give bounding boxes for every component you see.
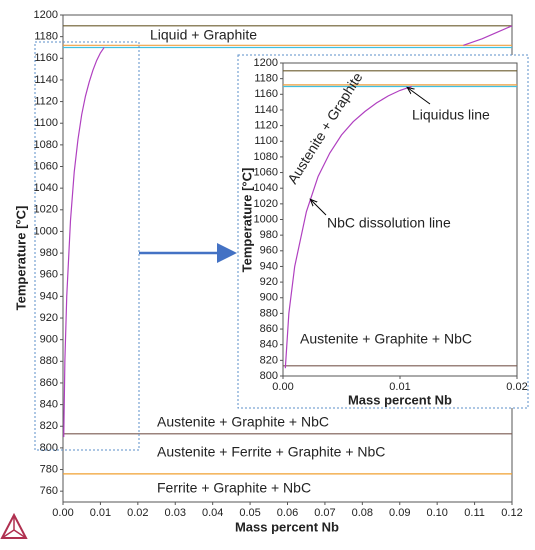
- annotation: Austenite + Graphite + NbC: [157, 414, 329, 430]
- y-tick-label: 840: [40, 399, 58, 411]
- y-tick-label: 1180: [254, 73, 278, 85]
- y-tick-label: 1060: [254, 166, 278, 178]
- y-tick-label: 1040: [254, 182, 278, 194]
- y-tick-label: 920: [40, 312, 58, 324]
- y-tick-label: 860: [260, 323, 278, 335]
- annotation-arrow: [311, 200, 327, 216]
- annotation: NbC dissolution line: [327, 215, 451, 231]
- y-tick-label: 880: [260, 307, 278, 319]
- y-tick-label: 860: [40, 377, 58, 389]
- annotation: Austenite + Ferrite + Graphite + NbC: [157, 444, 385, 460]
- x-tick-label: 0.09: [389, 507, 410, 519]
- y-tick-label: 1000: [254, 213, 278, 225]
- y-tick-label: 1200: [34, 9, 58, 21]
- y-tick-label: 1200: [254, 57, 278, 69]
- y-tick-label: 880: [40, 355, 58, 367]
- y-tick-label: 1100: [254, 135, 278, 147]
- y-tick-label: 900: [260, 292, 278, 304]
- y-tick-label: 1020: [254, 198, 278, 210]
- y-tick-label: 1000: [34, 225, 58, 237]
- y-tick-label: 1160: [34, 52, 58, 64]
- annotation: Liquidus line: [412, 107, 490, 123]
- y-tick-label: 800: [40, 442, 58, 454]
- y-tick-label: 1180: [34, 31, 58, 43]
- annotation: Ferrite + Graphite + NbC: [157, 480, 311, 496]
- y-tick-label: 780: [40, 463, 58, 475]
- plot-area: [282, 62, 518, 377]
- x-axis-label: Mass percent Nb: [348, 392, 452, 407]
- x-tick-label: 0.03: [165, 507, 186, 519]
- y-tick-label: 1120: [254, 120, 278, 132]
- y-tick-label: 840: [260, 339, 278, 351]
- y-tick-label: 1080: [34, 139, 58, 151]
- y-tick-label: 960: [260, 245, 278, 257]
- y-tick-label: 1020: [34, 204, 58, 216]
- x-tick-label: 0.02: [127, 507, 148, 519]
- x-tick-label: 0.02: [506, 381, 527, 393]
- x-tick-label: 0.05: [239, 507, 260, 519]
- y-tick-label: 820: [260, 354, 278, 366]
- x-tick-label: 0.00: [52, 507, 73, 519]
- inset-chart: 800 820 840 860 880 900 920 940 960 980 1000 1020 10…: [239, 57, 527, 408]
- y-tick-label: 1080: [254, 151, 278, 163]
- annotation: Liquid + Graphite: [150, 27, 257, 43]
- x-tick-label: 0.06: [277, 507, 298, 519]
- y-tick-label: 1040: [34, 182, 58, 194]
- y-tick-label: 980: [40, 247, 58, 259]
- series-line: [284, 85, 412, 369]
- zoom-region: [34, 41, 140, 451]
- y-tick-label: 940: [260, 260, 278, 272]
- y-tick-label: 800: [260, 370, 278, 382]
- y-tick-label: 980: [260, 229, 278, 241]
- x-tick-label: 0.00: [272, 381, 293, 393]
- x-tick-label: 0.12: [501, 507, 522, 519]
- y-axis-label: Temperature [°C]: [13, 206, 28, 311]
- x-tick-label: 0.04: [202, 507, 223, 519]
- x-tick-label: 0.10: [426, 507, 447, 519]
- y-tick-label: 900: [40, 334, 58, 346]
- y-tick-label: 960: [40, 269, 58, 281]
- x-tick-label: 0.08: [352, 507, 373, 519]
- y-tick-label: 940: [40, 290, 58, 302]
- annotation-arrow: [408, 88, 431, 105]
- x-tick-label: 0.01: [389, 381, 410, 393]
- x-tick-label: 0.07: [314, 507, 335, 519]
- y-tick-label: 1140: [34, 74, 58, 86]
- series-line: [463, 25, 513, 46]
- x-tick-label: 0.01: [90, 507, 111, 519]
- logo: [0, 512, 28, 539]
- annotation: Austenite + Graphite + NbC: [300, 331, 472, 347]
- y-tick-label: 1100: [34, 117, 58, 129]
- x-tick-label: 0.11: [464, 507, 485, 519]
- y-tick-label: 820: [40, 420, 58, 432]
- y-tick-label: 920: [260, 276, 278, 288]
- y-tick-label: 1060: [34, 160, 58, 172]
- x-axis-label: Mass percent Nb: [235, 519, 339, 534]
- y-tick-label: 1120: [34, 95, 58, 107]
- y-tick-label: 1140: [254, 104, 278, 116]
- series-line: [63, 47, 105, 438]
- y-tick-label: 760: [40, 485, 58, 497]
- y-axis-label: Temperature [°C]: [239, 168, 254, 273]
- y-tick-label: 1160: [254, 88, 278, 100]
